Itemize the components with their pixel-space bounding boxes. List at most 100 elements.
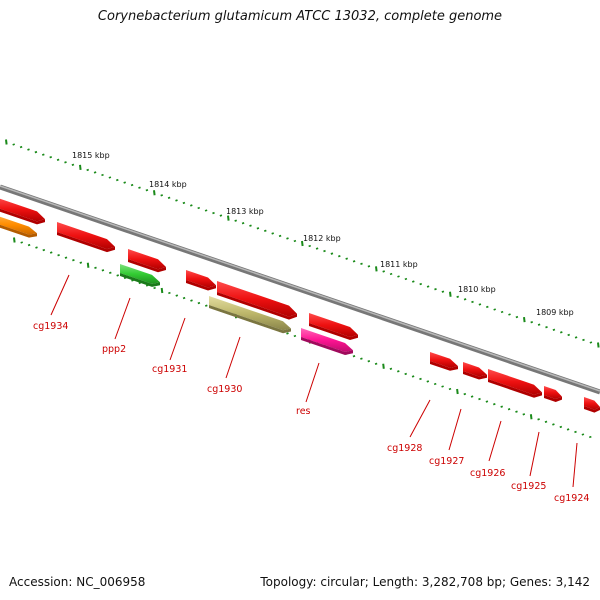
scale-tick <box>182 201 186 205</box>
scale-label-1815: 1815 kbp <box>72 151 110 160</box>
scale-tick <box>175 199 178 202</box>
scale-tick <box>441 290 445 293</box>
gene-label-cg1934[interactable]: cg1934 <box>33 321 68 332</box>
gene-feature-cg1934[interactable] <box>57 222 115 253</box>
gene-feature-cg1926[interactable] <box>488 369 542 398</box>
scale-tick <box>419 377 422 381</box>
scale-tick <box>507 408 511 411</box>
gene-feature-cg1932[interactable] <box>128 249 166 273</box>
scale-tick <box>552 423 555 426</box>
scale-tick <box>426 285 430 288</box>
scale-tick <box>34 150 38 154</box>
gene-label-cg1924[interactable]: cg1924 <box>554 493 589 504</box>
scale-tick <box>552 328 556 331</box>
scale-tick <box>374 362 378 365</box>
sequence-backbone <box>0 184 600 395</box>
scale-tick <box>389 367 393 370</box>
scale-tick <box>286 332 289 335</box>
gene-feature-cg1924[interactable] <box>584 397 600 413</box>
scale-tick <box>293 239 297 243</box>
scale-tick <box>574 430 577 434</box>
gene-feature-edge-red[interactable] <box>0 197 45 225</box>
scale-tick <box>530 321 534 324</box>
scale-label-1810: 1810 kbp <box>458 285 496 294</box>
gene-feature-cg1929-upstream[interactable] <box>217 281 297 320</box>
gene-feature-cg1930[interactable] <box>209 296 291 334</box>
accession-text: Accession: NC_006958 <box>9 575 146 589</box>
gene-label-cg1927[interactable]: cg1927 <box>429 456 464 467</box>
scale-tick <box>537 418 540 421</box>
scale-tick <box>94 266 97 269</box>
scale-tick <box>597 342 600 348</box>
gene-feature-cg1929[interactable] <box>309 313 358 340</box>
scale-tick <box>19 145 23 149</box>
scale-tick <box>515 315 519 319</box>
scale-tick <box>189 204 193 207</box>
gene-feature-cg1928[interactable] <box>430 352 458 371</box>
scale-label-1813: 1813 kbp <box>226 207 264 216</box>
scale-tick <box>449 291 452 297</box>
scale-tick <box>463 298 467 301</box>
scale-tick <box>448 387 452 391</box>
scale-tick <box>167 196 171 199</box>
scale-tick <box>35 246 38 249</box>
scale-tick <box>382 270 386 273</box>
gene-label-cg1925[interactable]: cg1925 <box>511 481 546 492</box>
scale-tick <box>492 403 496 406</box>
scale-tick <box>190 299 193 302</box>
scale-tick <box>433 382 437 386</box>
scale-tick <box>64 256 68 259</box>
scale-tick <box>86 262 90 268</box>
scale-tick <box>212 211 215 215</box>
scale-tick <box>72 259 75 262</box>
scale-tick <box>544 420 548 423</box>
gene-feature-res[interactable] <box>301 328 353 355</box>
scale-tick <box>271 232 275 235</box>
scale-tick <box>123 181 127 184</box>
gene-label-res[interactable]: res <box>296 406 311 417</box>
scale-tick <box>485 305 489 309</box>
scale-tick <box>545 326 548 329</box>
gene-label-cg1931[interactable]: cg1931 <box>152 364 187 375</box>
gene-feature-cg1931[interactable] <box>186 270 216 291</box>
scale-tick <box>79 164 82 171</box>
scale-tick <box>182 296 186 300</box>
scale-tick <box>234 219 238 222</box>
scale-tick <box>116 274 120 277</box>
scale-tick <box>485 400 489 403</box>
scale-tick <box>434 288 437 291</box>
scale-tick <box>86 168 90 172</box>
scale-tick <box>375 266 378 272</box>
scale-tick <box>108 271 112 274</box>
scale-tick <box>352 355 356 358</box>
scale-tick <box>108 176 112 179</box>
scale-tick <box>160 287 164 294</box>
gene-label-cg1928[interactable]: cg1928 <box>387 443 422 454</box>
gene-label-cg1926[interactable]: cg1926 <box>470 468 505 479</box>
scale-tick <box>197 206 201 210</box>
scale-tick <box>411 375 415 378</box>
scale-tick <box>426 380 430 383</box>
scale-tick <box>323 249 326 253</box>
scale-tick <box>367 360 371 363</box>
gene-feature-edge-orange[interactable] <box>0 215 37 238</box>
scale-tick <box>249 224 252 227</box>
scale-tick <box>241 222 245 225</box>
genome-summary-text: Topology: circular; Length: 3,282,708 bp… <box>260 575 590 589</box>
scale-ticks-outer <box>5 139 600 348</box>
scale-tick <box>471 300 474 304</box>
map-title: Corynebacterium glutamicum ATCC 13032, c… <box>97 9 503 24</box>
scale-tick <box>396 370 400 373</box>
scale-tick <box>56 158 60 161</box>
scale-tick <box>522 413 526 416</box>
gene-feature-cg1925[interactable] <box>544 386 562 402</box>
scale-tick <box>500 405 504 408</box>
gene-feature-ppp2[interactable] <box>120 264 160 287</box>
scale-tick <box>227 215 230 221</box>
gene-feature-cg1927[interactable] <box>463 362 487 380</box>
scale-tick <box>13 237 16 243</box>
gene-label-ppp2[interactable]: ppp2 <box>102 344 126 355</box>
scale-tick <box>93 171 97 174</box>
gene-label-cg1930[interactable]: cg1930 <box>207 384 242 395</box>
scale-tick <box>49 251 53 254</box>
